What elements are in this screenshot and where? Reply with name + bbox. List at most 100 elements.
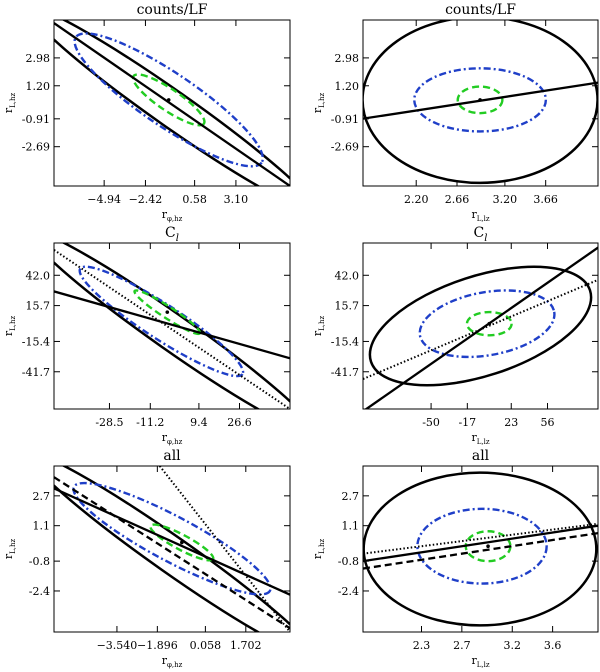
axes-frame <box>362 465 599 633</box>
plot-area <box>54 243 290 409</box>
y-tick-label: -15.4 <box>22 335 50 348</box>
x-tick-label: 2.3 <box>413 639 431 652</box>
y-tick-label: 42.0 <box>26 269 51 282</box>
degeneracy-line-dashed <box>363 532 598 570</box>
y-tick-label: 2.7 <box>33 490 51 503</box>
x-axis-label: rφ,hz <box>162 431 183 446</box>
x-tick-label: -28.5 <box>95 416 123 429</box>
plot-area <box>54 466 290 632</box>
x-tick-label: 3.20 <box>493 193 518 206</box>
y-tick-label: -2.69 <box>22 141 50 154</box>
y-tick-label: -2.4 <box>338 585 359 598</box>
panel-title: Cl <box>474 225 488 244</box>
x-tick-label: 2.20 <box>404 193 429 206</box>
degeneracy-line-solid <box>54 22 290 186</box>
y-tick-label: 2.7 <box>342 490 360 503</box>
x-axis-label: rL,lz <box>471 431 489 446</box>
y-tick-label: -0.8 <box>29 555 50 568</box>
x-tick-label: 26.6 <box>227 416 252 429</box>
panel-p1: −4.94 −2.42 0.58 3.10 -2.69 -0.91 1.20 2.98 coun… <box>2 2 291 223</box>
confidence-ellipse-solid <box>54 243 290 409</box>
y-tick-label: 15.7 <box>335 300 360 313</box>
panel-p3: -28.5 -11.2 9.4 26.6 -41.7 -15.4 15.7 42.0 Cl rφ,… <box>2 225 291 446</box>
fiducial-point <box>487 321 492 326</box>
x-tick-label: -11.2 <box>136 416 164 429</box>
fiducial-point <box>165 310 170 314</box>
axes-frame <box>53 465 291 633</box>
fiducial-point <box>180 540 184 545</box>
confidence-ellipse-dashdot <box>78 265 245 378</box>
x-tick-label: -50 <box>422 416 440 429</box>
confidence-ellipse-solid <box>54 466 290 632</box>
x-tick-label: 0.58 <box>182 193 207 206</box>
y-tick-label: 42.0 <box>335 269 360 282</box>
plot-area <box>54 20 290 186</box>
y-tick-label: -0.91 <box>22 113 50 126</box>
panel-p5: −3.540 −1.896 0.058 1.702 -2.4 -0.8 1.1 2.7 all r… <box>2 448 291 669</box>
confidence-ellipse-solid <box>54 20 290 186</box>
y-tick-label: -0.91 <box>331 113 359 126</box>
confidence-ellipse-dashdot <box>416 507 548 585</box>
y-tick-label: 1.1 <box>342 520 360 533</box>
y-axis-label: rL,hz <box>311 316 326 337</box>
y-axis-label: rL,hz <box>2 93 17 114</box>
degeneracy-line-dashed <box>54 476 290 630</box>
confidence-ellipse-dashdot <box>72 481 272 596</box>
x-tick-label: 0.058 <box>190 639 222 652</box>
panel-title: all <box>163 448 181 464</box>
x-tick-label: 3.2 <box>504 639 522 652</box>
y-tick-label: 1.1 <box>33 520 51 533</box>
x-tick-label: 2.66 <box>445 193 470 206</box>
x-tick-label: −2.42 <box>129 193 163 206</box>
confidence-ellipse-solid <box>363 471 598 627</box>
confidence-ellipse-dashed <box>131 73 206 127</box>
x-tick-label: 3.10 <box>224 193 249 206</box>
x-tick-label: −4.94 <box>87 193 121 206</box>
confidence-ellipse-solid <box>368 265 593 387</box>
x-axis-label: rφ,hz <box>162 654 183 669</box>
fiducial-point <box>478 98 482 102</box>
y-tick-label: 2.98 <box>335 52 360 65</box>
plot-area <box>363 246 598 409</box>
y-tick-label: 1.20 <box>26 80 51 93</box>
degeneracy-line-solid <box>363 524 598 563</box>
panel-p6: 2.3 2.7 3.2 3.6 -2.4 -0.8 1.1 2.7 all rL,lz rL,hz <box>311 448 599 669</box>
x-tick-label: 9.4 <box>190 416 208 429</box>
y-tick-label: -2.69 <box>331 141 359 154</box>
panel-title: Cl <box>165 225 179 244</box>
y-tick-label: 1.20 <box>335 80 360 93</box>
panel-title: all <box>472 448 490 464</box>
axes-frame <box>53 242 291 410</box>
degeneracy-line-solid <box>54 487 290 596</box>
y-axis-label: rL,hz <box>2 316 17 337</box>
confidence-ellipse-dashdot <box>413 67 548 133</box>
panel-title: counts/LF <box>137 2 208 18</box>
fiducial-point <box>166 98 171 102</box>
y-tick-label: -0.8 <box>338 555 359 568</box>
degeneracy-line-dotted <box>54 249 290 409</box>
y-tick-label: -41.7 <box>22 366 50 379</box>
x-axis-label: rL,lz <box>471 208 489 223</box>
x-axis-label: rφ,hz <box>162 208 183 223</box>
degeneracy-line-solid <box>54 290 290 360</box>
degeneracy-line-dotted <box>363 522 598 555</box>
y-axis-label: rL,hz <box>2 539 17 560</box>
x-tick-label: -17 <box>458 416 476 429</box>
x-tick-label: 2.7 <box>453 639 471 652</box>
x-tick-label: 3.6 <box>544 639 562 652</box>
panel-p2: 2.20 2.66 3.20 3.66 -2.69 -0.91 1.20 2.98 counts… <box>311 2 599 223</box>
panel-title: counts/LF <box>445 2 516 18</box>
axes-frame <box>362 19 599 187</box>
confidence-ellipse-dashed <box>465 310 513 337</box>
axes-frame <box>362 242 599 410</box>
y-tick-label: 15.7 <box>26 300 51 313</box>
y-tick-label: -2.4 <box>29 585 50 598</box>
axes-frame <box>53 19 291 187</box>
panel-p4: -50 -17 23 56 -41.7 -15.4 15.7 42.0 Cl rL,lz rL,hz <box>311 225 599 446</box>
fiducial-point <box>486 544 490 549</box>
y-tick-label: -15.4 <box>331 335 359 348</box>
y-tick-label: -41.7 <box>331 366 359 379</box>
x-axis-label: rL,lz <box>471 654 489 669</box>
x-tick-label: 1.702 <box>230 639 262 652</box>
